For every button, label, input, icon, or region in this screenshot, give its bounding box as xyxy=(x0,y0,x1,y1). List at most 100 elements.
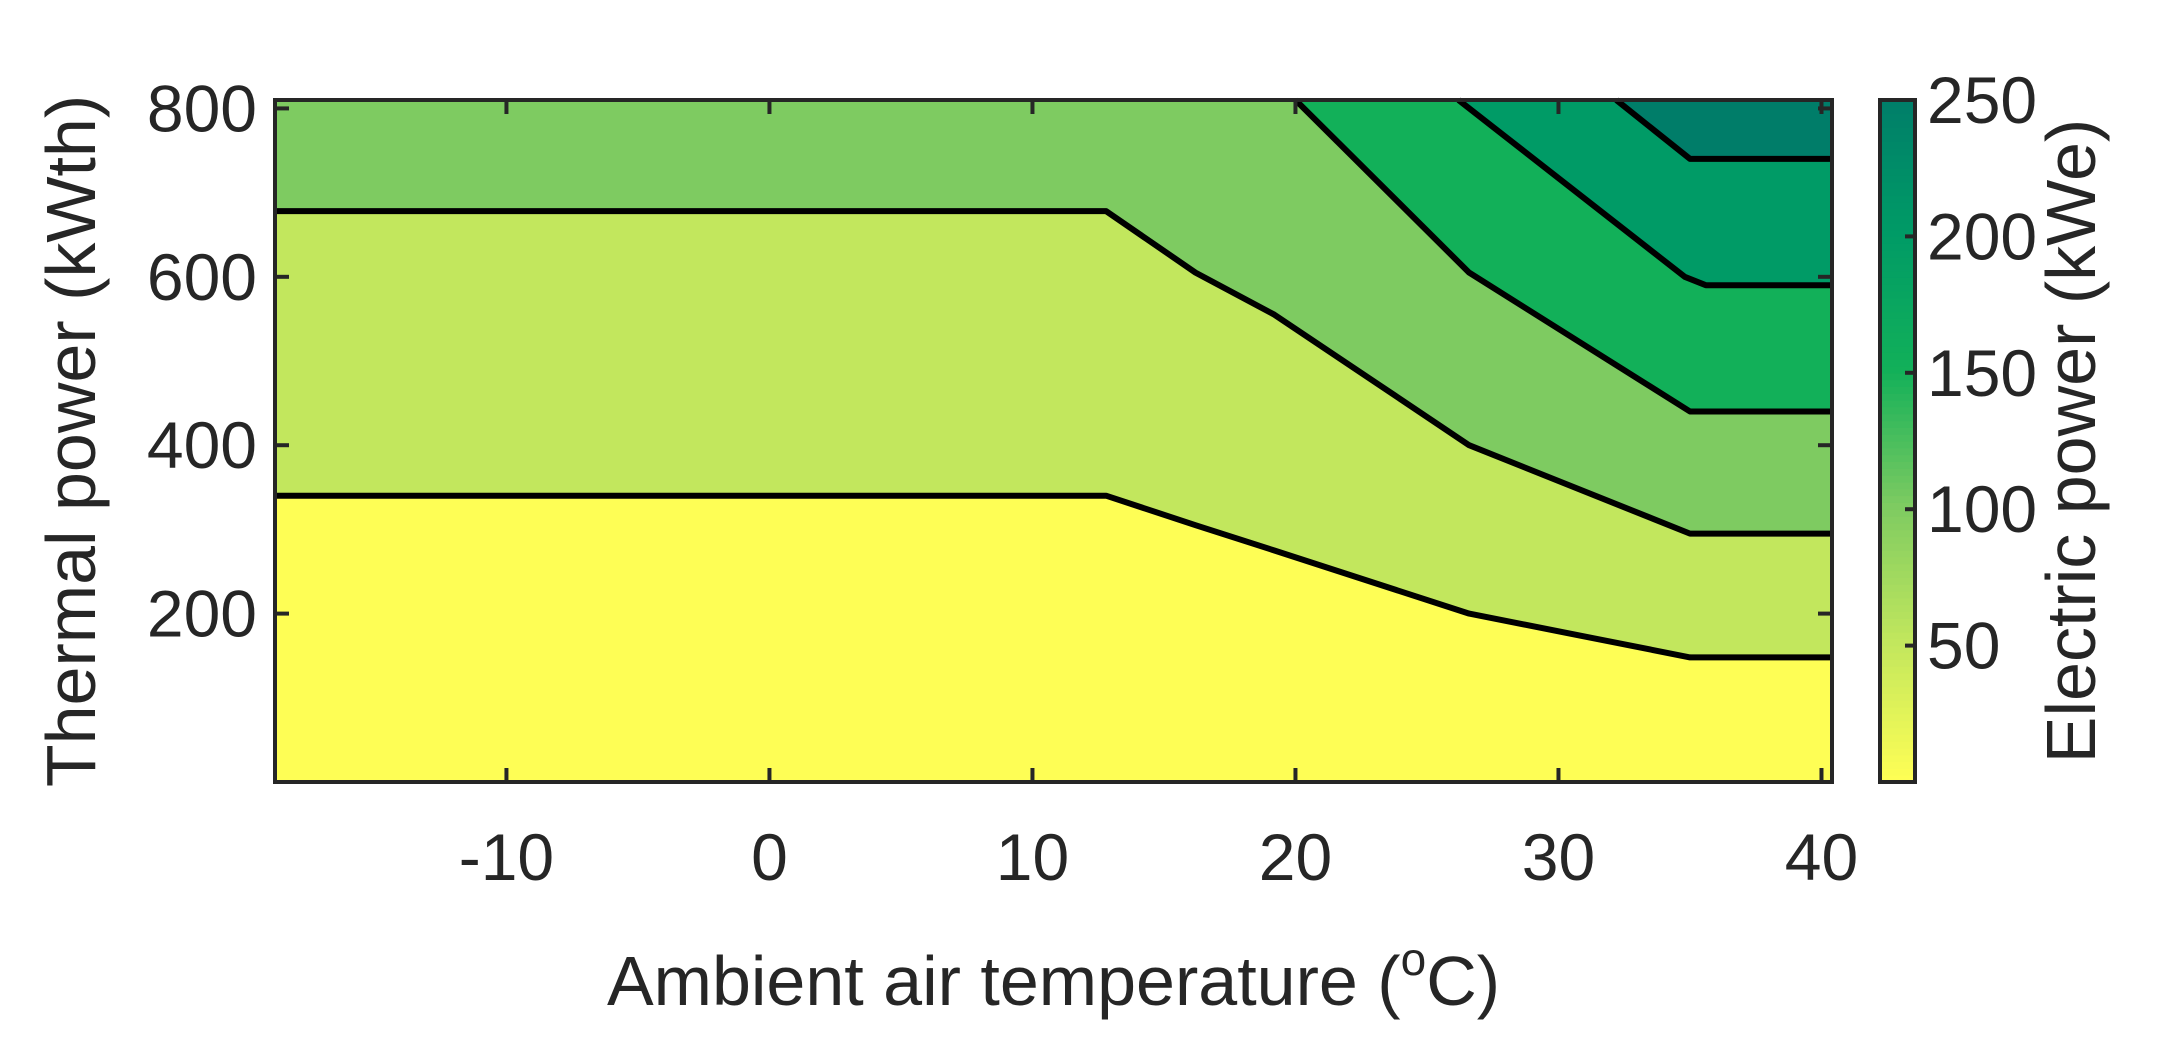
colorbar-frame xyxy=(1878,98,1917,784)
plot-frame xyxy=(273,98,1834,784)
x-tick-label: 40 xyxy=(1785,820,1858,894)
colorbar-segment xyxy=(1880,543,1915,551)
colorbar-segment xyxy=(1880,741,1915,749)
colorbar-segment xyxy=(1880,147,1915,156)
colorbar-segment xyxy=(1880,475,1915,483)
colorbar-segment xyxy=(1880,406,1915,415)
colorbar-segment xyxy=(1880,195,1915,203)
colorbar-segment xyxy=(1880,413,1915,422)
y-tick-label: 400 xyxy=(147,408,257,482)
x-tick-label: 20 xyxy=(1259,820,1332,894)
colorbar-segment xyxy=(1880,468,1915,476)
colorbar-segment xyxy=(1880,106,1915,115)
colorbar-segment xyxy=(1880,331,1915,340)
colorbar-segment xyxy=(1880,209,1915,217)
colorbar-tick-label: 200 xyxy=(1927,199,2037,273)
colorbar-segment xyxy=(1880,625,1915,633)
colorbar-segment xyxy=(1880,215,1915,224)
colorbar-segment xyxy=(1880,611,1915,619)
colorbar-segment xyxy=(1880,297,1915,306)
colorbar-segment xyxy=(1880,311,1915,319)
colorbar-segment xyxy=(1880,536,1915,544)
contour-bands xyxy=(275,100,1832,783)
colorbar-segment xyxy=(1880,570,1915,578)
colorbar-label: Electric power (kWe) xyxy=(2032,119,2110,763)
colorbar-segment xyxy=(1880,700,1915,708)
colorbar-segment xyxy=(1880,188,1915,197)
colorbar-segment xyxy=(1880,427,1915,435)
colorbar-segment xyxy=(1880,577,1915,585)
colorbar-segment xyxy=(1880,277,1915,285)
band-0-50 xyxy=(275,495,1832,782)
colorbar-segment xyxy=(1880,284,1915,292)
colorbar-segment xyxy=(1880,502,1915,510)
x-axis-label-unit: C) xyxy=(1426,942,1500,1020)
contour-line-50 xyxy=(275,492,1832,661)
colorbar-segment xyxy=(1880,584,1915,592)
colorbar-segment xyxy=(1880,454,1915,463)
colorbar-segment xyxy=(1880,236,1915,244)
colorbar-segment xyxy=(1880,325,1915,333)
x-axis-label-degree: o xyxy=(1401,933,1427,985)
colorbar-segment xyxy=(1880,591,1915,599)
colorbar-segment xyxy=(1880,134,1915,142)
colorbar-segment xyxy=(1880,509,1915,517)
colorbar-segment xyxy=(1880,631,1915,640)
colorbar-segment xyxy=(1880,168,1915,176)
colorbar-segment xyxy=(1880,447,1915,456)
x-tick-label: 30 xyxy=(1522,820,1595,894)
colorbar-segment xyxy=(1880,140,1915,149)
colorbar-segment xyxy=(1880,256,1915,265)
colorbar-segment xyxy=(1880,113,1915,122)
colorbar-segment xyxy=(1880,563,1915,572)
colorbar-segment xyxy=(1880,154,1915,162)
colorbar-tick-label: 250 xyxy=(1927,63,2037,137)
colorbar-segment xyxy=(1880,100,1915,108)
colorbar-segment xyxy=(1880,686,1915,694)
colorbar-segment xyxy=(1880,638,1915,647)
colorbar-segment xyxy=(1880,495,1915,503)
colorbar-segment xyxy=(1880,768,1915,776)
colorbar-segment xyxy=(1880,461,1915,469)
colorbar-segment xyxy=(1880,345,1915,353)
y-tick-label: 200 xyxy=(147,577,257,651)
colorbar-segment xyxy=(1880,270,1915,278)
colorbar-segment xyxy=(1880,754,1915,763)
colorbar-segment xyxy=(1880,604,1915,613)
colorbar-tick-label: 50 xyxy=(1927,609,2000,683)
x-tick-label: 10 xyxy=(996,820,1069,894)
contour-line-200 xyxy=(1456,97,1832,289)
colorbar-segment xyxy=(1880,706,1915,715)
contour-lines xyxy=(275,97,1832,661)
colorbar-segment xyxy=(1880,666,1915,674)
colorbar-segment xyxy=(1880,290,1915,299)
colorbar-segment xyxy=(1880,481,1915,490)
y-axis-label: Thermal power (kWth) xyxy=(32,95,110,787)
y-tick-label: 800 xyxy=(147,71,257,145)
colorbar-segment xyxy=(1880,618,1915,626)
colorbar-segment xyxy=(1880,522,1915,531)
colorbar-segment xyxy=(1880,365,1915,374)
colorbar-segment xyxy=(1880,679,1915,688)
colorbar-segment xyxy=(1880,727,1915,735)
colorbar-segment xyxy=(1880,434,1915,442)
colorbar-tick-label: 100 xyxy=(1927,472,2037,546)
colorbar-segment xyxy=(1880,229,1915,237)
colorbar-segment xyxy=(1880,720,1915,729)
colorbar-segment xyxy=(1880,181,1915,190)
y-tick-label: 600 xyxy=(147,240,257,314)
colorbar-segment xyxy=(1880,379,1915,388)
colorbar-segment xyxy=(1880,393,1915,401)
colorbar-segment xyxy=(1880,175,1915,183)
colorbar-segment xyxy=(1880,775,1915,783)
x-axis-label-main: Ambient air temperature ( xyxy=(607,942,1401,1020)
colorbar-segment xyxy=(1880,672,1915,681)
colorbar-segment xyxy=(1880,747,1915,756)
colorbar-segment xyxy=(1880,161,1915,169)
colorbar-segment xyxy=(1880,659,1915,667)
x-axis-label: Ambient air temperature (oC) xyxy=(607,933,1500,1020)
colorbar-segment xyxy=(1880,761,1915,769)
colorbar-tick-label: 150 xyxy=(1927,336,2037,410)
colorbar-segment xyxy=(1880,645,1915,654)
